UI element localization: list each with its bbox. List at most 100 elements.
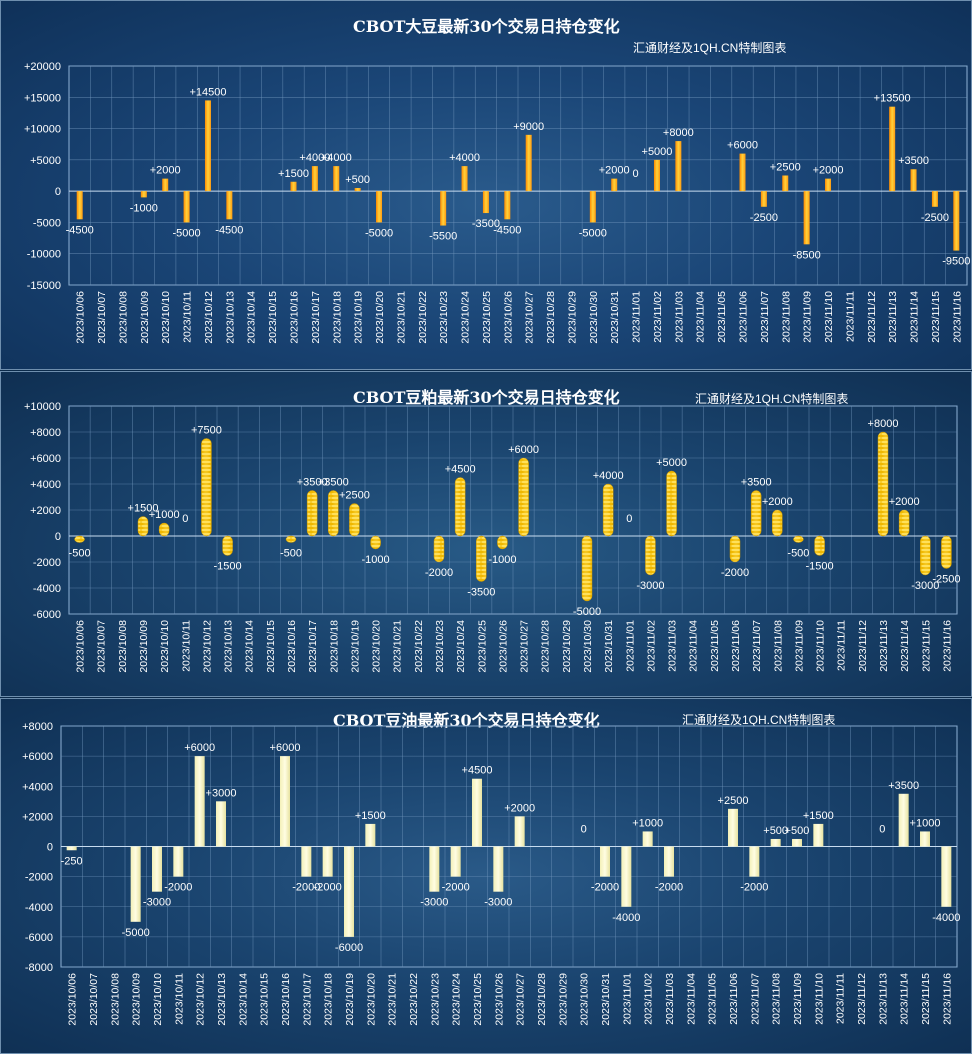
x-tick-label: 2023/10/28 (536, 973, 548, 1026)
bar (611, 178, 618, 192)
y-tick-label: 0 (55, 531, 61, 543)
data-label: -5000 (122, 927, 150, 939)
y-tick-label: 0 (47, 842, 53, 854)
x-tick-label: 2023/10/29 (557, 973, 569, 1026)
bar (589, 191, 596, 223)
bar (877, 431, 889, 537)
x-tick-label: 2023/10/27 (515, 973, 527, 1026)
x-tick-label: 2023/10/10 (160, 291, 172, 344)
bar (898, 509, 910, 537)
data-label: +4000 (299, 152, 330, 164)
y-tick-label: +4000 (30, 479, 61, 491)
bar (482, 191, 489, 214)
bar (653, 159, 660, 192)
bar (461, 166, 468, 192)
x-tick-label: 2023/10/11 (180, 620, 192, 672)
bar (130, 846, 141, 922)
data-label: +8000 (663, 127, 694, 139)
data-label: -2500 (921, 212, 949, 224)
x-tick-label: 2023/10/31 (600, 973, 612, 1026)
data-label: +6000 (727, 140, 758, 152)
y-tick-label: +2000 (30, 505, 61, 517)
data-label: -4000 (932, 912, 960, 924)
soyoil-chart-panel: CBOT豆油最新30个交易日持仓变化 汇通财经及1QH.CN特制图表 +8000… (0, 698, 972, 1054)
y-tick-label: -4000 (33, 583, 61, 595)
bar (814, 535, 825, 556)
data-label: -3000 (143, 897, 171, 909)
bar (518, 457, 529, 537)
data-label: -5000 (579, 227, 607, 239)
x-tick-label: 2023/10/17 (301, 973, 313, 1026)
chart-title: CBOT大豆最新30个交易日持仓变化 (353, 17, 620, 36)
soybean-chart: +20000+15000+10000+50000-5000-10000-1500… (24, 61, 970, 344)
x-tick-label: 2023/10/19 (353, 291, 365, 344)
x-tick-label: 2023/10/25 (476, 620, 488, 673)
data-label: -4000 (612, 912, 640, 924)
bar (76, 191, 83, 220)
x-tick-label: 2023/10/21 (392, 620, 404, 673)
x-tick-label: 2023/11/01 (624, 620, 636, 672)
data-label: +1000 (632, 817, 663, 829)
y-tick-label: +2000 (22, 811, 53, 823)
x-tick-label: 2023/11/13 (877, 973, 889, 1025)
data-label: -500 (280, 548, 302, 560)
bar (280, 756, 290, 847)
data-label: +500 (345, 174, 370, 186)
y-tick-label: -8000 (25, 962, 53, 974)
bar (322, 846, 333, 877)
bar (354, 188, 361, 192)
x-tick-label: 2023/10/20 (374, 291, 386, 344)
bar (472, 778, 482, 847)
bar (770, 838, 781, 847)
x-tick-label: 2023/11/06 (738, 291, 750, 343)
y-tick-label: +10000 (24, 401, 61, 413)
x-tick-label: 2023/10/20 (365, 973, 377, 1026)
bar (645, 535, 656, 576)
y-tick-label: +8000 (22, 721, 53, 733)
data-label: +500 (763, 825, 788, 837)
bar (333, 166, 340, 192)
bar (750, 490, 762, 537)
x-tick-label: 2023/10/30 (579, 973, 591, 1026)
x-tick-label: 2023/10/07 (96, 291, 108, 344)
bar (920, 535, 931, 576)
x-tick-label: 2023/10/17 (307, 620, 319, 673)
x-tick-label: 2023/11/05 (707, 973, 719, 1025)
data-label: -5000 (573, 606, 601, 618)
bar (920, 831, 930, 847)
x-tick-label: 2023/11/14 (909, 291, 921, 343)
x-tick-label: 2023/11/11 (835, 973, 847, 1024)
bar (941, 846, 952, 907)
x-tick-label: 2023/10/18 (331, 291, 343, 344)
bar (226, 191, 233, 220)
bar (370, 535, 381, 550)
data-label: +500 (785, 825, 810, 837)
bar (642, 831, 653, 847)
data-label: +4500 (462, 765, 493, 777)
bar (525, 134, 532, 192)
x-tick-label: 2023/11/10 (813, 973, 825, 1025)
bar (311, 166, 318, 192)
bar (216, 801, 226, 847)
x-tick-label: 2023/10/20 (371, 620, 383, 673)
x-tick-label: 2023/10/12 (201, 620, 213, 673)
y-tick-label: +10000 (24, 124, 61, 136)
x-tick-label: 2023/10/22 (413, 620, 425, 673)
bar (729, 535, 741, 563)
x-tick-label: 2023/10/12 (195, 973, 207, 1026)
x-tick-label: 2023/10/24 (455, 620, 467, 673)
x-tick-label: 2023/10/18 (328, 620, 340, 673)
x-tick-label: 2023/10/26 (493, 973, 505, 1026)
bar (285, 535, 297, 543)
chart-title: CBOT豆油最新30个交易日持仓变化 (333, 711, 600, 730)
x-tick-label: 2023/10/19 (344, 973, 356, 1026)
data-label: +5000 (656, 457, 687, 469)
bar (898, 793, 909, 847)
data-label: -250 (61, 855, 83, 867)
x-tick-label: 2023/11/04 (688, 620, 700, 672)
y-tick-label: +15000 (24, 92, 61, 104)
x-tick-label: 2023/11/02 (645, 620, 657, 672)
x-tick-label: 2023/11/16 (951, 291, 963, 343)
data-label: +3500 (898, 155, 929, 167)
bar (306, 490, 318, 537)
